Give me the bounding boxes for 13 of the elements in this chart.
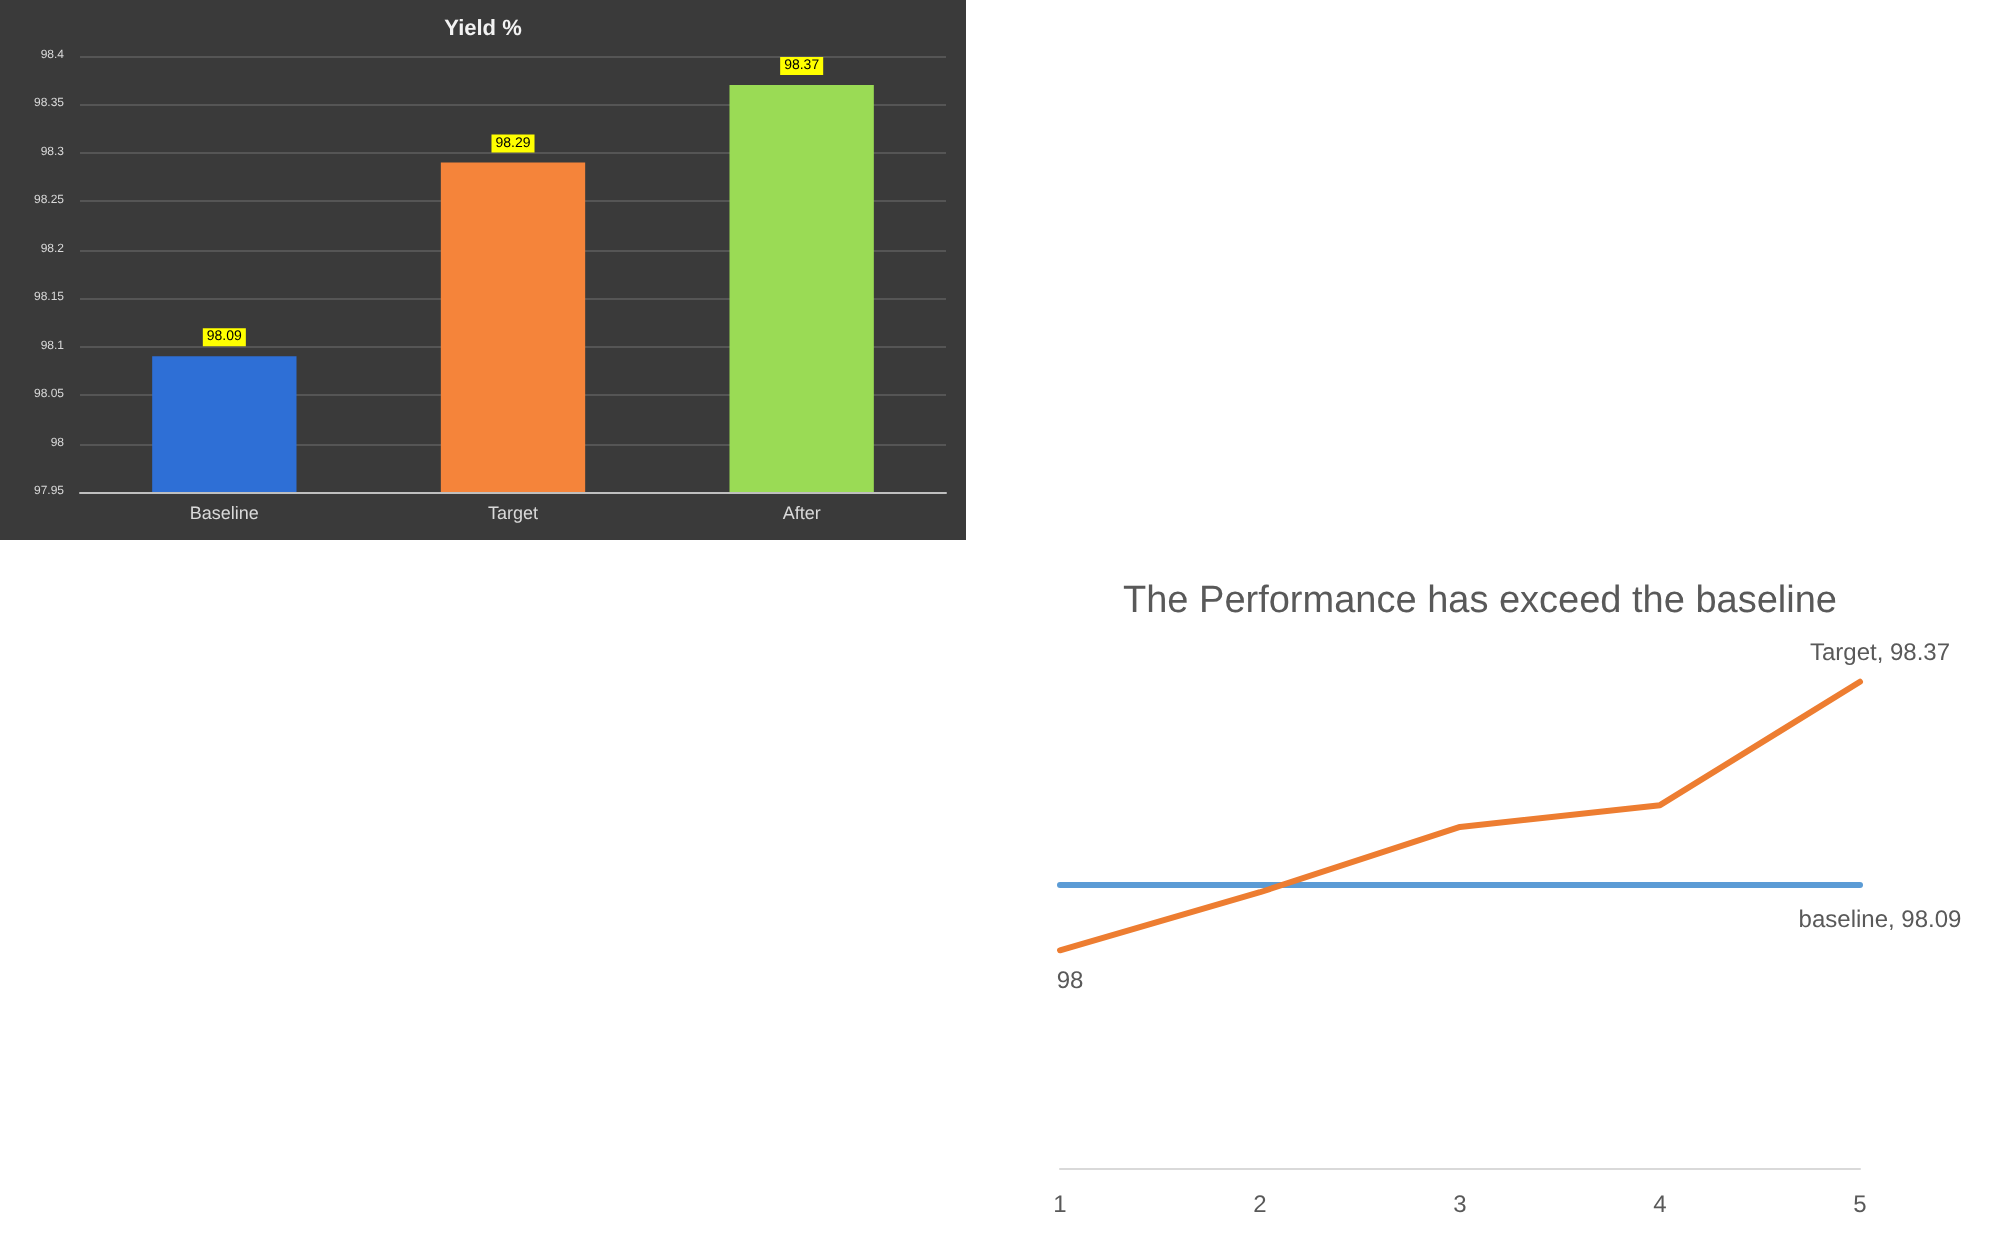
x-tick-label: Target [487,503,540,523]
x-tick-label: After [782,503,821,523]
data-label: Target, 98.37 [1809,637,1951,666]
x-tick-label: 2 [1253,1190,1268,1218]
x-tick-label: 4 [1653,1190,1668,1218]
x-tick-label: Baseline [189,503,259,523]
chart-title: The Performance has exceed the baseline [1123,580,1837,622]
x-tick-label: 1 [1053,1190,1068,1218]
x-tick-label: 5 [1853,1190,1868,1218]
data-label: baseline, 98.09 [1798,904,1963,933]
chart-title: Yield % [444,17,523,41]
data-label: 98 [1056,966,1084,995]
x-tick-label: 3 [1453,1190,1468,1218]
